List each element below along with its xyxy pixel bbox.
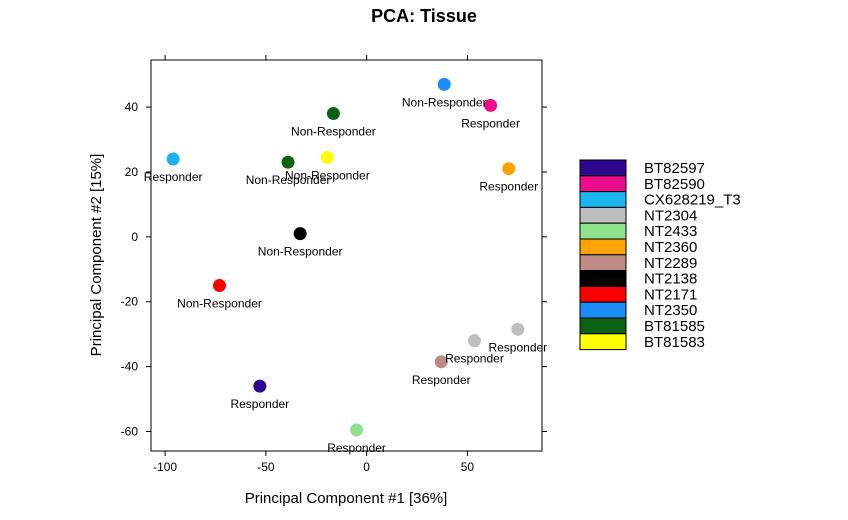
data-point [326,107,340,121]
chart-title: PCA: Tissue [371,6,477,26]
legend-label: BT81585 [644,318,705,335]
data-point [253,379,267,393]
point-label: Non-Responder [258,245,343,259]
x-tick-label: -100 [153,460,177,474]
legend-swatch [579,191,627,208]
point-label: Non-Responder [246,173,331,187]
y-tick-label: 40 [125,100,139,114]
x-tick-label: -50 [257,460,275,474]
point-label: Responder [461,116,520,130]
data-point [213,279,227,293]
y-tick-label: -60 [121,425,139,439]
legend-swatch [579,270,627,287]
legend-swatch [579,238,627,256]
plot-frame [150,59,543,452]
point-label: Responder [479,180,538,194]
legend-label: NT2433 [644,223,697,240]
legend-label: NT2171 [644,286,697,303]
legend-label: NT2350 [644,302,697,319]
x-tick-label: 0 [363,460,370,474]
legend-swatch [579,222,627,240]
legend-label: NT2289 [644,255,697,272]
point-label: Responder [327,441,386,455]
legend-swatch [579,206,627,224]
point-label: Non-Responder [291,125,376,139]
data-points [166,77,525,437]
legend-label: BT82590 [644,176,705,193]
data-point [350,423,364,437]
data-point [434,355,448,369]
point-label: Non-Responder [402,95,487,109]
x-axis-label: Principal Component #1 [36%] [245,490,448,507]
data-point [437,77,451,91]
legend-label: NT2304 [644,207,697,224]
x-axis: -100 -50 0 50 [153,55,474,474]
data-point [484,98,498,112]
data-point [320,150,334,164]
legend-swatch [579,254,627,272]
legend-label: NT2138 [644,271,697,288]
legend-swatch [579,317,627,335]
y-axis-label: Principal Component #2 [15%] [88,154,105,357]
legend-swatch [579,175,627,193]
point-labels: ResponderResponderResponderResponderResp… [144,95,547,455]
y-tick-label: 0 [131,230,138,244]
point-label: Responder [230,397,289,411]
data-point [281,155,295,169]
legend-swatch [579,333,627,351]
legend: BT82597BT82590CX628219_T3NT2304NT2433NT2… [579,159,741,351]
data-point [502,162,516,176]
y-tick-label: -40 [121,360,139,374]
point-label: Responder [144,170,203,184]
legend-label: BT81583 [644,334,705,351]
legend-swatch [579,159,627,177]
data-point [166,152,180,166]
y-tick-label: -20 [121,295,139,309]
point-label: Responder [488,340,547,354]
legend-label: CX628219_T3 [644,192,741,209]
legend-label: NT2360 [644,239,697,256]
point-label: Non-Responder [177,297,262,311]
data-point [467,334,481,348]
y-tick-label: 20 [125,165,139,179]
data-point [293,227,307,241]
y-axis: -60 -40 -20 0 20 40 [121,100,547,439]
data-point [511,322,525,336]
x-tick-label: 50 [461,460,475,474]
legend-swatch [579,301,627,319]
point-label: Responder [445,352,504,366]
point-label: Non-Responder [285,168,370,182]
legend-label: BT82597 [644,160,705,177]
point-label: Responder [412,373,471,387]
legend-swatch [579,285,627,303]
